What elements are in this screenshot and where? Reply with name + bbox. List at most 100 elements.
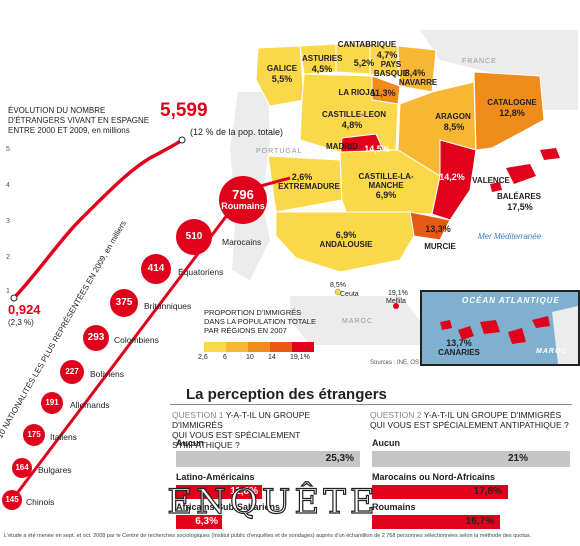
nationality-value: 175 — [27, 429, 41, 439]
legend-tick: 19,1% — [290, 354, 310, 361]
q2-bar — [372, 515, 500, 529]
nationality-value: 191 — [45, 397, 59, 407]
question-1: QUESTION 1 Y-A-T-IL UN GROUPE D'IMMIGRÉS… — [172, 410, 311, 450]
canaries-islands — [440, 306, 578, 364]
y-tick: 4 — [6, 182, 10, 189]
y-tick: 2 — [6, 254, 10, 261]
legend-swatch — [292, 342, 314, 352]
inset-title: OCÉAN ATLANTIQUE — [462, 296, 560, 305]
q2-bar-value: 21% — [507, 453, 528, 464]
evolution-end-note: (12 % de la pop. totale) — [190, 127, 284, 137]
sea-label: Mer Méditerranée — [478, 232, 542, 241]
region-baleares-minorque — [540, 148, 560, 160]
nationality-value: 510 — [185, 230, 203, 242]
evolution-curve — [10, 136, 186, 302]
footnote: L'étude a été menée en sept. et oct. 200… — [4, 533, 532, 539]
nationality-label: Bulgares — [38, 465, 72, 475]
label-ceuta: Ceuta — [340, 291, 359, 298]
nationality-value: 227 — [65, 366, 79, 376]
label-andalousie: ANDALOUSIE — [319, 240, 373, 249]
nationality-label: Boliviens — [90, 369, 125, 379]
evolution-start-value: 0,924 — [8, 302, 41, 317]
q1-row-label: Latino-Américains — [176, 472, 255, 482]
label-catalogne: CATALOGNE — [487, 98, 537, 107]
portugal-label: PORTUGAL — [256, 148, 303, 155]
nationality-label: Équatoriens — [178, 267, 224, 277]
value-catalogne: 12,8% — [499, 108, 525, 118]
maroc-label: MAROC — [342, 318, 374, 325]
region-ceuta — [334, 288, 342, 296]
q1-bar-value: 25,3% — [325, 453, 354, 464]
legend-scale — [204, 342, 314, 352]
nationality-bubble: 145 — [2, 490, 22, 510]
value-madrid: 14,5% — [364, 144, 390, 154]
legend-swatch — [204, 342, 226, 352]
canaries-inset: OCÉAN ATLANTIQUE 13,7% CANARIES MAROC — [420, 290, 580, 366]
nationality-value: 293 — [87, 331, 105, 343]
region-pays-basque — [369, 43, 399, 77]
perception-title: La perception des étrangers — [186, 386, 387, 403]
value-la-rioja: 11,3% — [370, 88, 396, 98]
y-tick: 3 — [6, 218, 10, 225]
q2-row-label: Roumains — [372, 502, 416, 512]
region-mellila — [393, 303, 399, 309]
legend-swatch — [226, 342, 248, 352]
q1-bar-value: 11,8% — [230, 486, 258, 497]
nationality-bubble: 293 — [83, 325, 109, 351]
enquete-watermark: ENQUÊTE — [167, 481, 379, 522]
q1-row-label: Africains Sub-Sahariens — [176, 502, 281, 512]
q1-bar-value: 6,3% — [195, 516, 218, 527]
evolution-start-point — [10, 294, 18, 302]
label-cantabrique: CANTABRIQUE — [337, 40, 397, 49]
nationality-value: 164 — [15, 462, 29, 472]
q1-bar — [176, 451, 360, 467]
label-valence: VALENCE — [472, 176, 510, 185]
canaries-value: 13,7% — [446, 338, 472, 348]
value-aragon: 8,5% — [443, 122, 465, 132]
nationality-bubble: 164 — [12, 458, 32, 478]
q1-row-label: Aucun — [176, 438, 204, 448]
value-pays-basque-top: 4,7% — [376, 50, 398, 60]
label-baleares: BALÉARES — [496, 192, 541, 201]
nationality-label: Chinois — [26, 497, 55, 507]
value-cantabrique: 5,2% — [353, 58, 375, 68]
legend-tick: 10 — [246, 354, 254, 361]
legend-tick: 14 — [268, 354, 276, 361]
label-navarre: NAVARRE — [398, 78, 438, 87]
nationality-value: 796 — [232, 187, 254, 203]
y-tick: 5 — [6, 146, 10, 153]
france-label: FRANCE — [462, 58, 497, 65]
q2-bar — [372, 485, 508, 499]
q2-bar — [372, 451, 570, 467]
q2-row-label: Aucun — [372, 438, 400, 448]
nationality-bubble: 510 — [176, 219, 212, 255]
value-asturies: 4,5% — [311, 64, 333, 74]
value-mellila: 19,1% — [388, 290, 408, 297]
q2-bar-value: 17,8% — [473, 486, 502, 497]
label-mellila: Mellila — [386, 298, 406, 305]
nationality-label: Roumains — [221, 201, 265, 212]
nationality-bubble: 227 — [60, 360, 84, 384]
label-la-rioja: LA RIOJA — [338, 88, 376, 97]
value-ceuta: 8,5% — [330, 282, 346, 289]
q1-bar — [176, 515, 222, 529]
nationality-bubble: 191 — [41, 392, 63, 414]
nationality-label: Marocains — [222, 237, 262, 247]
evolution-line — [12, 138, 184, 300]
label-galice: GALICE — [266, 64, 298, 73]
label-castille-la-manche: CASTILLE-LA-MANCHE — [358, 172, 414, 190]
value-extremadure: 2,6% — [291, 172, 313, 182]
nationality-label: Colombiens — [114, 335, 159, 345]
value-valence: 14,2% — [439, 172, 465, 182]
value-baleares: 17,5% — [507, 202, 533, 212]
y-tick: 1 — [6, 288, 10, 295]
region-catalogne — [473, 71, 545, 151]
nationality-label: Italiens — [50, 432, 77, 442]
value-murcie: 13,3% — [425, 224, 451, 234]
sources: Sources : INE, OS — [370, 360, 420, 366]
nationality-label: Allemands — [70, 400, 110, 410]
evolution-end-point — [178, 136, 186, 144]
legend-tick: 2,6 — [198, 354, 208, 361]
label-asturies: ASTURIES — [302, 54, 343, 63]
